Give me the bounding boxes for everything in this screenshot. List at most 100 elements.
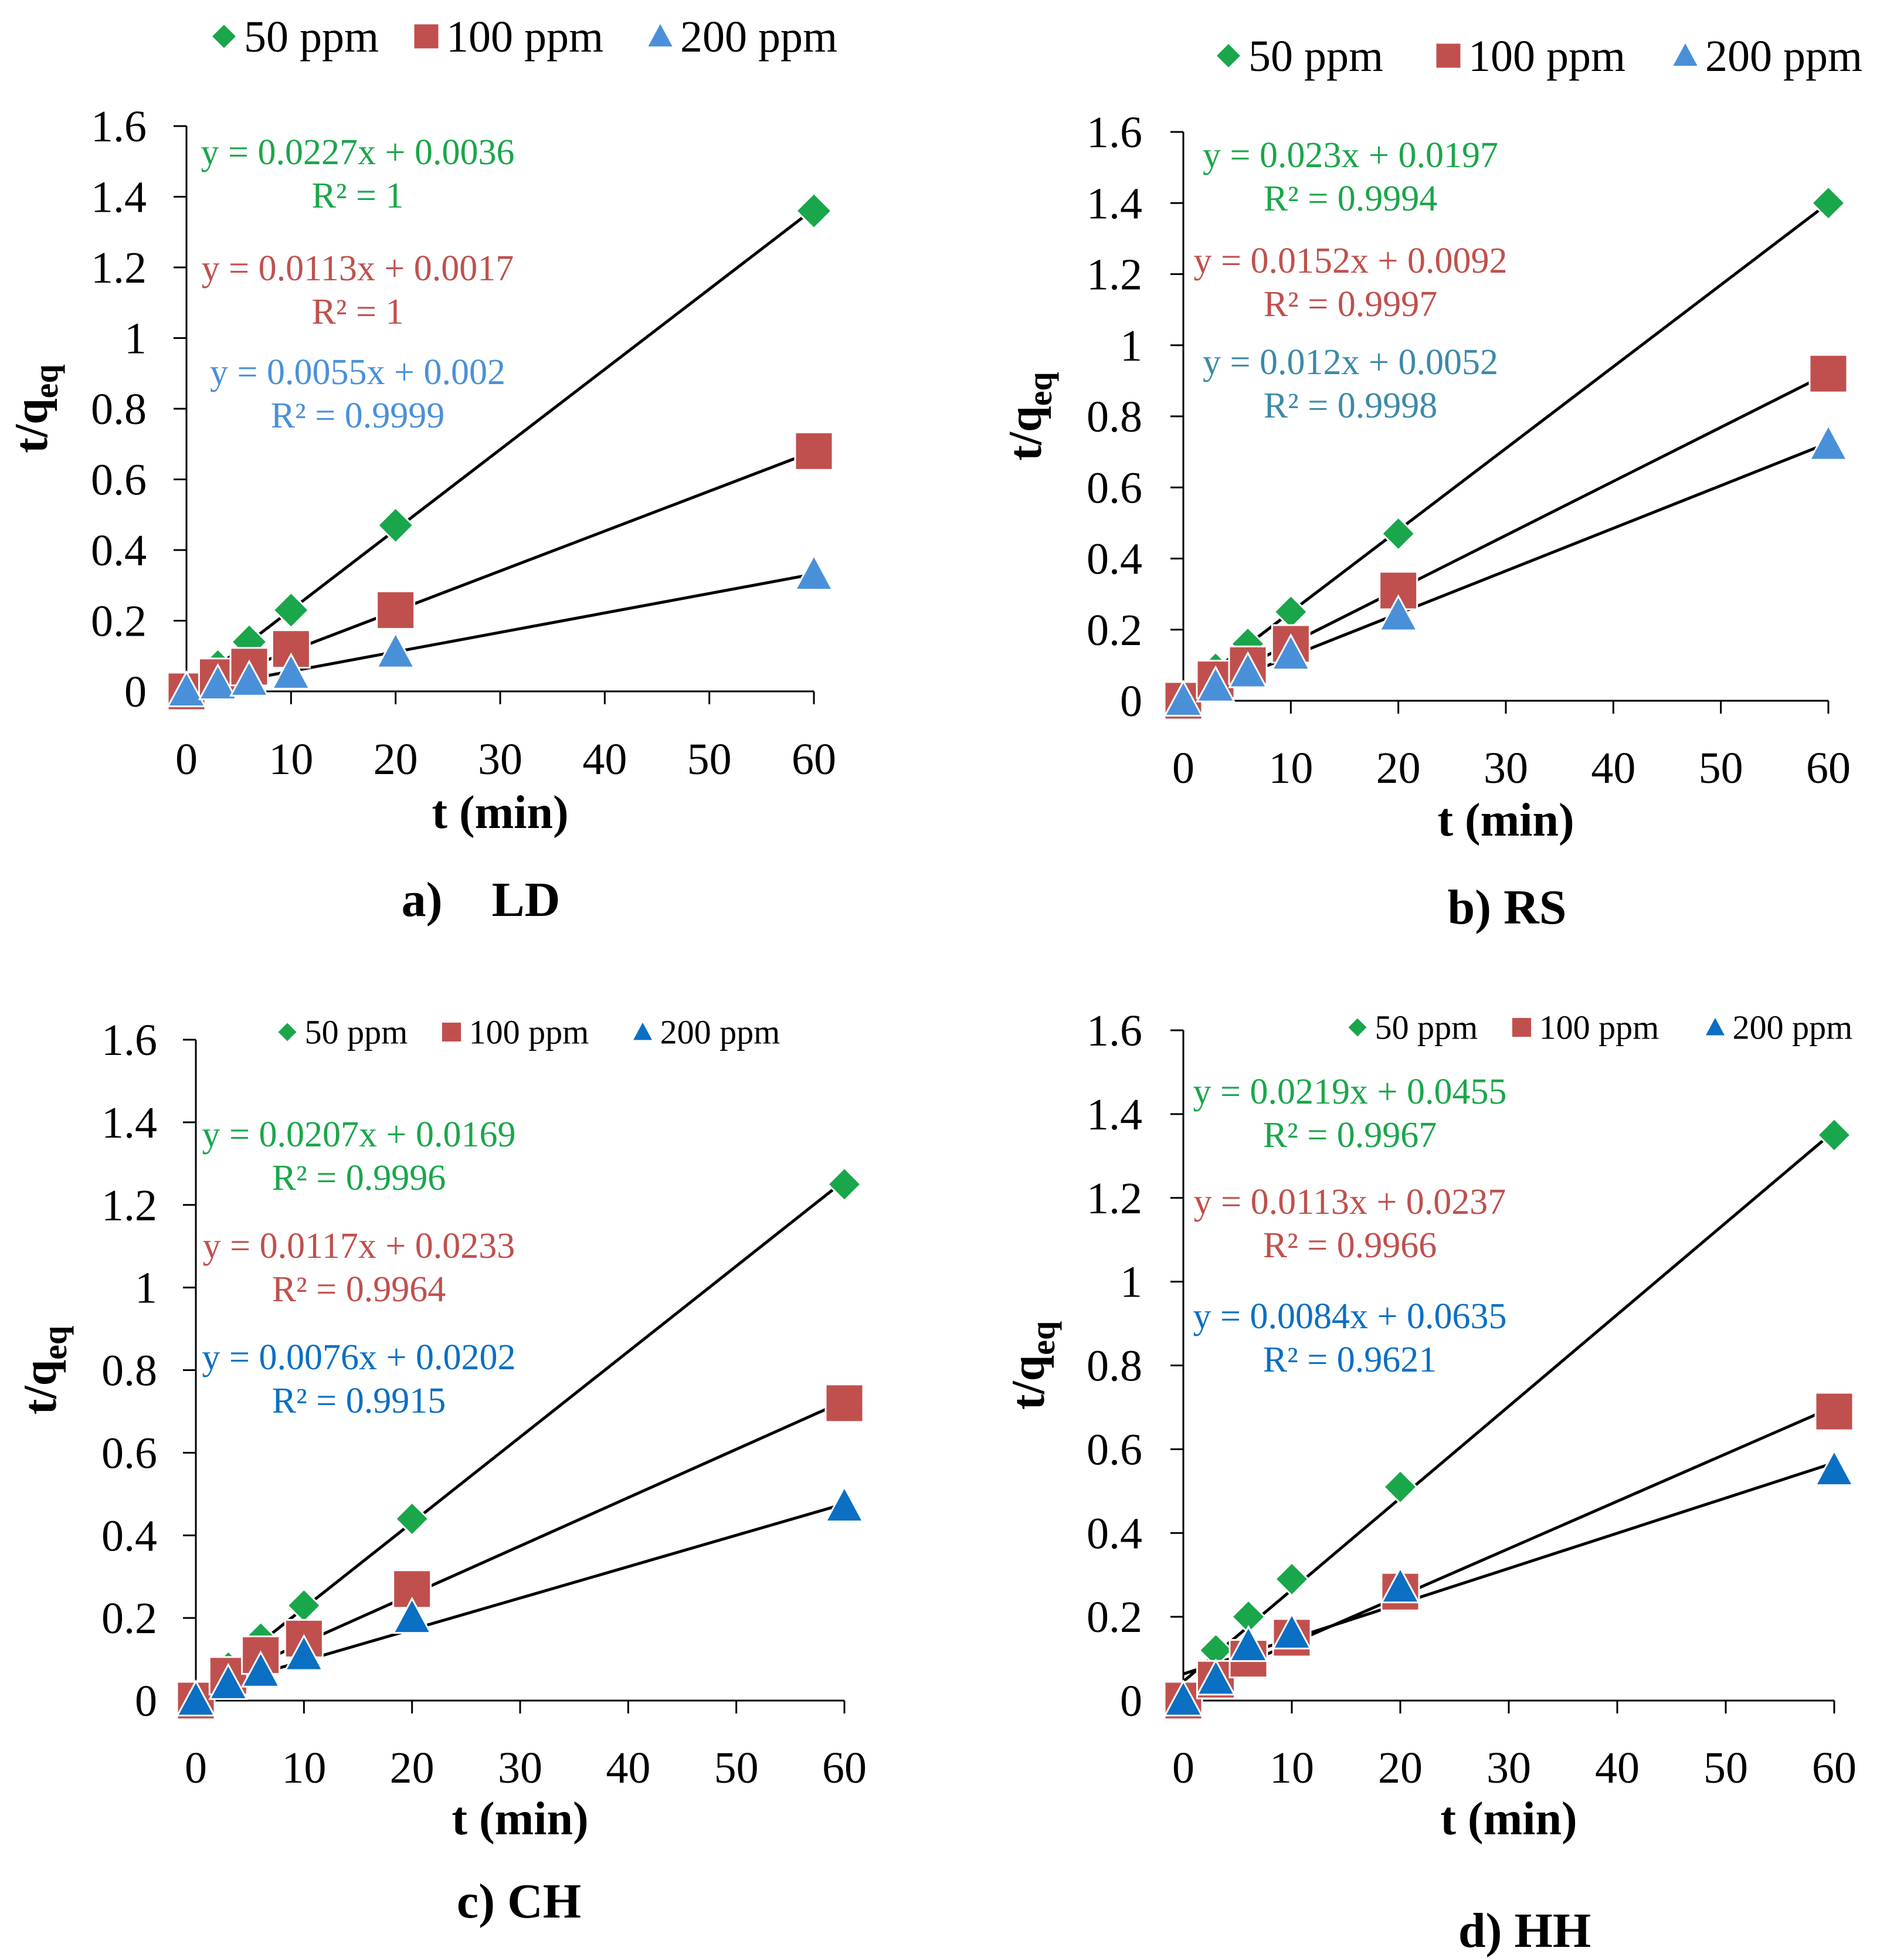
y-tick-label: 1.6 [1087,1006,1142,1056]
x-axis-title: t (min) [1440,1793,1577,1845]
y-tick-label: 1 [135,1264,157,1313]
chart-panel-4: 0 10 20 30 40 50 60 0 0.2 0.4 0.6 0.8 1 1.2 1.4 1.6 t (m… [1003,1006,1857,1958]
equation-label: y = 0.0055x + 0.002 [210,352,505,392]
x-tick-label: 30 [1484,744,1528,793]
equation-label: y = 0.012x + 0.0052 [1203,342,1498,382]
legend-marker-200-ppm [1670,39,1701,68]
equation-label: y = 0.0227x + 0.0036 [201,133,515,172]
panel-title: c) CH [457,1874,581,1929]
x-tick-label: 40 [1591,744,1635,793]
data-point-100-ppm [794,431,834,471]
x-tick-label: 40 [582,735,627,784]
y-axis-title: t/qeq [6,364,65,453]
data-point-200-ppm [240,1650,281,1688]
data-point-50-ppm [826,1166,863,1202]
x-tick-label: 20 [1376,744,1421,793]
data-point-200-ppm [793,554,834,591]
y-tick-label: 0.6 [1087,463,1142,513]
data-point-50-ppm [795,192,833,230]
y-tick-label: 0.2 [1087,606,1142,655]
x-tick-label: 20 [374,735,418,784]
legend-label: 50 ppm [305,1013,408,1051]
y-tick-label: 0.4 [91,526,147,575]
panel-title: a) LD [402,873,561,927]
y-tick-label: 1.2 [1087,250,1142,300]
legend-marker-50-ppm [1214,41,1243,70]
legend-marker-50-ppm [1346,1016,1369,1039]
y-tick-label: 1.4 [1087,1090,1142,1139]
x-tick-label: 30 [498,1743,542,1793]
legend-marker-100-ppm [1510,1016,1533,1039]
legend-label: 50 ppm [1375,1009,1478,1047]
y-tick-label: 0.4 [101,1511,157,1560]
data-point-200-ppm [166,670,207,707]
legend-label: 100 ppm [1468,32,1625,81]
y-tick-label: 0.8 [1087,1342,1142,1391]
legend-label: 50 ppm [1248,32,1383,81]
x-tick-label: 20 [1378,1743,1423,1793]
y-tick-label: 1.6 [1087,108,1142,157]
x-tick-label: 40 [606,1743,650,1793]
y-tick-label: 0.2 [1087,1593,1142,1642]
legend-marker-100-ppm [440,1020,463,1044]
legend-label: 200 ppm [660,1013,780,1051]
y-tick-label: 0 [1120,677,1142,726]
chart-panel-2: 0 10 20 30 40 50 60 0 0.2 0.4 0.6 0.8 1 1.2 1.4 1.6 t (m… [1000,32,1862,935]
x-tick-label: 40 [1595,1743,1640,1793]
r-squared-label: R² = 0.9999 [271,396,444,436]
y-tick-label: 1.4 [91,173,147,222]
data-point-50-ppm [1816,1117,1852,1153]
y-tick-label: 1 [124,314,147,364]
legend-label: 200 ppm [1733,1009,1853,1047]
y-tick-label: 1.4 [101,1098,157,1148]
y-tick-label: 0.6 [101,1428,157,1478]
data-point-200-ppm [1196,1658,1236,1696]
x-axis-title: t (min) [432,787,568,839]
panel-title: d) HH [1458,1903,1591,1958]
y-tick-label: 1.4 [1087,179,1142,228]
x-tick-label: 60 [822,1743,867,1793]
y-tick-label: 1 [1120,1258,1142,1307]
y-axis-title: t/qeq [1003,1321,1062,1410]
legend-label: 100 ppm [469,1013,589,1051]
y-tick-label: 1.2 [91,243,147,293]
r-squared-label: R² = 1 [312,292,404,332]
y-tick-label: 0.6 [1087,1425,1142,1474]
y-axis-title: t/qeq [15,1326,74,1414]
x-tick-label: 30 [478,735,522,784]
data-point-50-ppm [1274,1561,1310,1597]
y-tick-label: 1.6 [91,102,147,151]
x-tick-label: 10 [269,735,313,784]
equation-label: y = 0.0113x + 0.0017 [202,249,514,289]
equation-label: y = 0.0076x + 0.0202 [202,1338,516,1377]
equation-label: y = 0.023x + 0.0197 [1203,135,1498,175]
r-squared-label: R² = 0.9998 [1264,386,1437,426]
data-point-200-ppm [392,1596,432,1634]
x-tick-label: 50 [1703,1743,1748,1793]
x-tick-label: 0 [185,1743,207,1793]
y-tick-label: 0.6 [91,456,147,505]
data-point-50-ppm [1382,1469,1418,1505]
x-tick-label: 60 [1812,1743,1857,1793]
x-tick-label: 50 [1699,744,1743,793]
y-tick-label: 1.2 [1087,1174,1142,1223]
data-point-200-ppm [375,631,416,668]
data-point-200-ppm [824,1485,865,1522]
legend-label: 100 ppm [446,12,603,62]
x-tick-label: 30 [1486,1743,1531,1793]
r-squared-label: R² = 0.9966 [1263,1226,1437,1265]
data-point-200-ppm [1814,1448,1855,1487]
legend-marker-200-ppm [1703,1014,1727,1037]
data-point-50-ppm [1380,515,1416,552]
data-point-100-ppm [824,1383,864,1423]
y-tick-label: 0.8 [101,1346,157,1396]
equation-label: y = 0.0207x + 0.0169 [202,1115,516,1155]
y-tick-label: 0.4 [1087,1509,1142,1558]
x-axis-title: t (min) [1437,795,1574,846]
y-tick-label: 0.4 [1087,535,1142,584]
data-point-100-ppm [1814,1392,1854,1431]
r-squared-label: R² = 0.9996 [272,1158,446,1198]
equation-label: y = 0.0084x + 0.0635 [1193,1297,1507,1336]
x-tick-label: 0 [1172,744,1194,793]
